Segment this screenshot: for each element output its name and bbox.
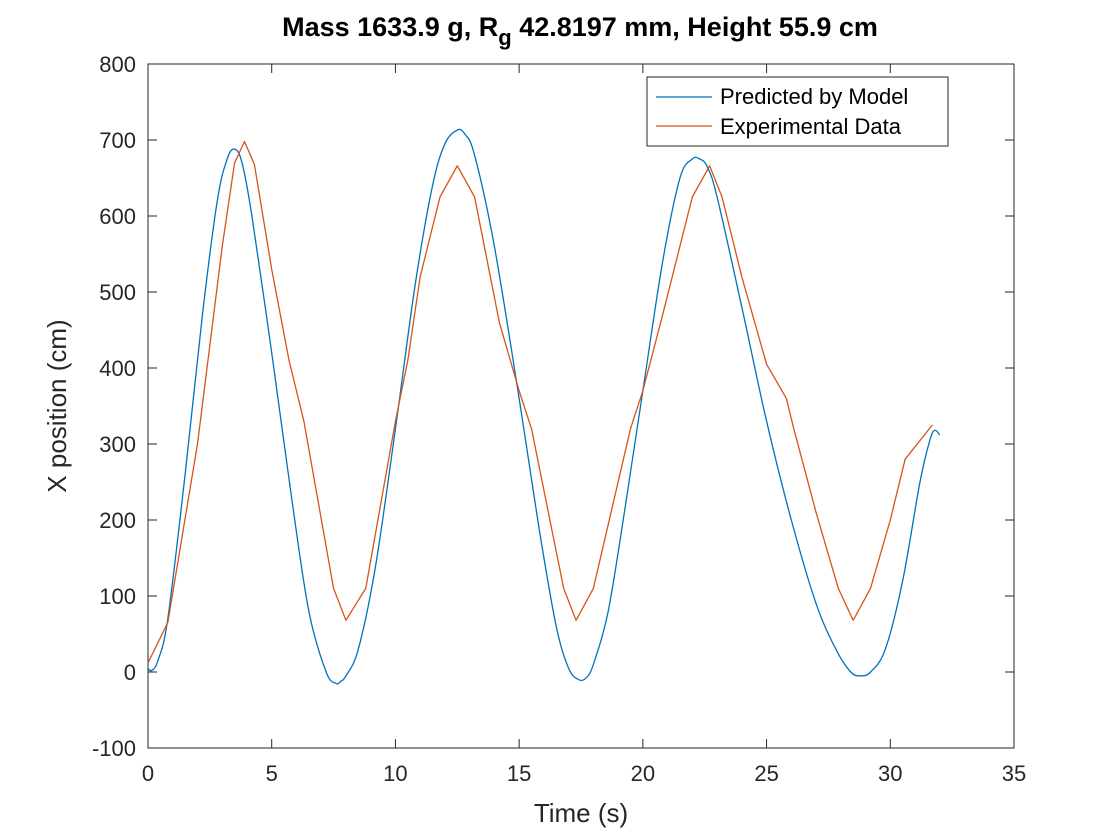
x-tick-label: 15 [507,761,531,786]
chart-title-subscript: g [498,25,511,50]
y-tick-label: -100 [92,736,136,761]
legend-label-experimental: Experimental Data [720,114,902,139]
y-tick-label: 800 [99,52,136,77]
plot-area [147,63,1015,749]
x-tick-label: 10 [383,761,407,786]
legend-label-predicted: Predicted by Model [720,84,908,109]
x-tick-label: 0 [142,761,154,786]
y-tick-label: 100 [99,584,136,609]
y-axis-label: X position (cm) [42,319,72,492]
legend-box [646,76,949,147]
y-tick-label: 500 [99,280,136,305]
series-line-predicted [147,128,941,685]
y-tick-label: 700 [99,128,136,153]
chart-title-suffix: 42.8197 mm, Height 55.9 cm [512,12,878,42]
chart-title: Mass 1633.9 g, Rg 42.8197 mm, Height 55.… [282,12,878,50]
x-tick-label: 30 [878,761,902,786]
x-axis-label: Time (s) [534,798,628,828]
axis-tick-labels: 0 5 10 15 20 25 30 35-1000100200300400500600700… [92,52,1026,786]
series-line-experimental [147,140,933,664]
axis-ticks [147,63,1015,749]
x-tick-label: 5 [266,761,278,786]
y-tick-label: 200 [99,508,136,533]
series-layer [147,128,941,685]
chart-title-prefix: Mass 1633.9 g, R [282,12,498,42]
y-tick-label: 0 [124,660,136,685]
y-tick-label: 400 [99,356,136,381]
y-tick-label: 600 [99,204,136,229]
y-tick-label: 300 [99,432,136,457]
x-tick-label: 35 [1002,761,1026,786]
legend: Predicted by Model Experimental Data [646,76,949,147]
x-tick-label: 20 [631,761,655,786]
x-tick-label: 25 [754,761,778,786]
